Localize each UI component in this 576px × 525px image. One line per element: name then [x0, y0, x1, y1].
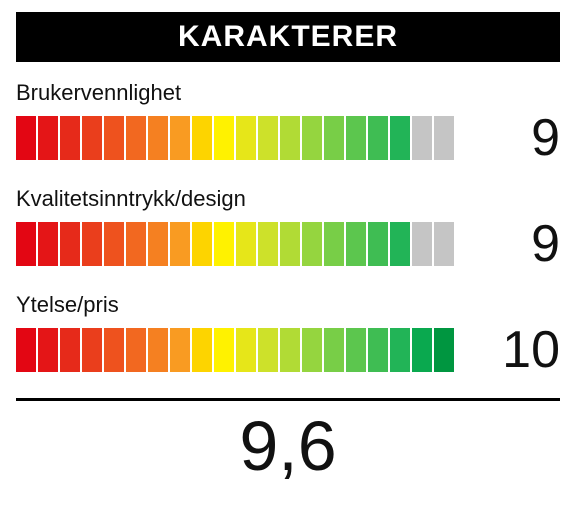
bar-segment	[412, 222, 432, 266]
bar-segment	[214, 328, 234, 372]
rating-body: 9	[16, 112, 560, 164]
bar-segment	[280, 222, 300, 266]
bar-segment	[346, 328, 366, 372]
bar-segment	[214, 116, 234, 160]
rating-row: Brukervennlighet 9	[16, 80, 560, 164]
rating-score: 9	[531, 112, 560, 164]
bar-segment	[16, 222, 36, 266]
ratings-list: Brukervennlighet9Kvalitetsinntrykk/desig…	[16, 80, 560, 376]
rating-row: Kvalitetsinntrykk/design 9	[16, 186, 560, 270]
bar-segment	[126, 328, 146, 372]
bar-segment	[346, 222, 366, 266]
rating-bar	[16, 116, 454, 160]
rating-body: 10	[16, 324, 560, 376]
bar-segment	[280, 328, 300, 372]
bar-segment	[390, 328, 410, 372]
bar-segment	[126, 222, 146, 266]
rating-label: Kvalitetsinntrykk/design	[16, 186, 560, 212]
bar-segment	[192, 116, 212, 160]
bar-segment	[236, 116, 256, 160]
bar-segment	[104, 328, 124, 372]
bar-segment	[148, 328, 168, 372]
bar-segment	[302, 116, 322, 160]
rating-label: Ytelse/pris	[16, 292, 560, 318]
bar-segment	[82, 222, 102, 266]
header-bar: KARAKTERER	[16, 12, 560, 62]
rating-label: Brukervennlighet	[16, 80, 560, 106]
bar-segment	[236, 328, 256, 372]
bar-segment	[38, 222, 58, 266]
bar-segment	[412, 116, 432, 160]
bar-segment	[148, 222, 168, 266]
bar-segment	[258, 328, 278, 372]
bar-segment	[104, 116, 124, 160]
bar-segment	[60, 222, 80, 266]
bar-segment	[82, 328, 102, 372]
bar-segment	[412, 328, 432, 372]
bar-segment	[236, 222, 256, 266]
bar-segment	[38, 328, 58, 372]
bar-segment	[126, 116, 146, 160]
rating-bar	[16, 328, 454, 372]
bar-segment	[60, 328, 80, 372]
bar-segment	[214, 222, 234, 266]
bar-segment	[434, 116, 454, 160]
bar-segment	[368, 222, 388, 266]
rating-score: 10	[502, 324, 560, 376]
bar-segment	[192, 222, 212, 266]
header-title: KARAKTERER	[178, 20, 398, 53]
bar-segment	[192, 328, 212, 372]
bar-segment	[170, 222, 190, 266]
bar-segment	[280, 116, 300, 160]
bar-segment	[368, 116, 388, 160]
bar-segment	[324, 116, 344, 160]
bar-segment	[324, 222, 344, 266]
bar-segment	[390, 222, 410, 266]
bar-segment	[368, 328, 388, 372]
bar-segment	[302, 222, 322, 266]
bar-segment	[324, 328, 344, 372]
bar-segment	[104, 222, 124, 266]
bar-segment	[60, 116, 80, 160]
bar-segment	[148, 116, 168, 160]
bar-segment	[82, 116, 102, 160]
rating-row: Ytelse/pris 10	[16, 292, 560, 376]
rating-score: 9	[531, 218, 560, 270]
bar-segment	[258, 116, 278, 160]
bar-segment	[434, 222, 454, 266]
bar-segment	[434, 328, 454, 372]
bar-segment	[170, 116, 190, 160]
rating-bar	[16, 222, 454, 266]
bar-segment	[302, 328, 322, 372]
bar-segment	[258, 222, 278, 266]
rating-body: 9	[16, 218, 560, 270]
bar-segment	[346, 116, 366, 160]
bar-segment	[170, 328, 190, 372]
bar-segment	[16, 116, 36, 160]
total-divider	[16, 398, 560, 401]
bar-segment	[390, 116, 410, 160]
bar-segment	[38, 116, 58, 160]
total-score: 9,6	[16, 407, 560, 481]
bar-segment	[16, 328, 36, 372]
